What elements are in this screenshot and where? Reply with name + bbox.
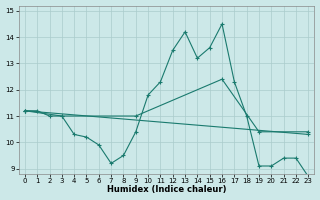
X-axis label: Humidex (Indice chaleur): Humidex (Indice chaleur) — [107, 185, 226, 194]
